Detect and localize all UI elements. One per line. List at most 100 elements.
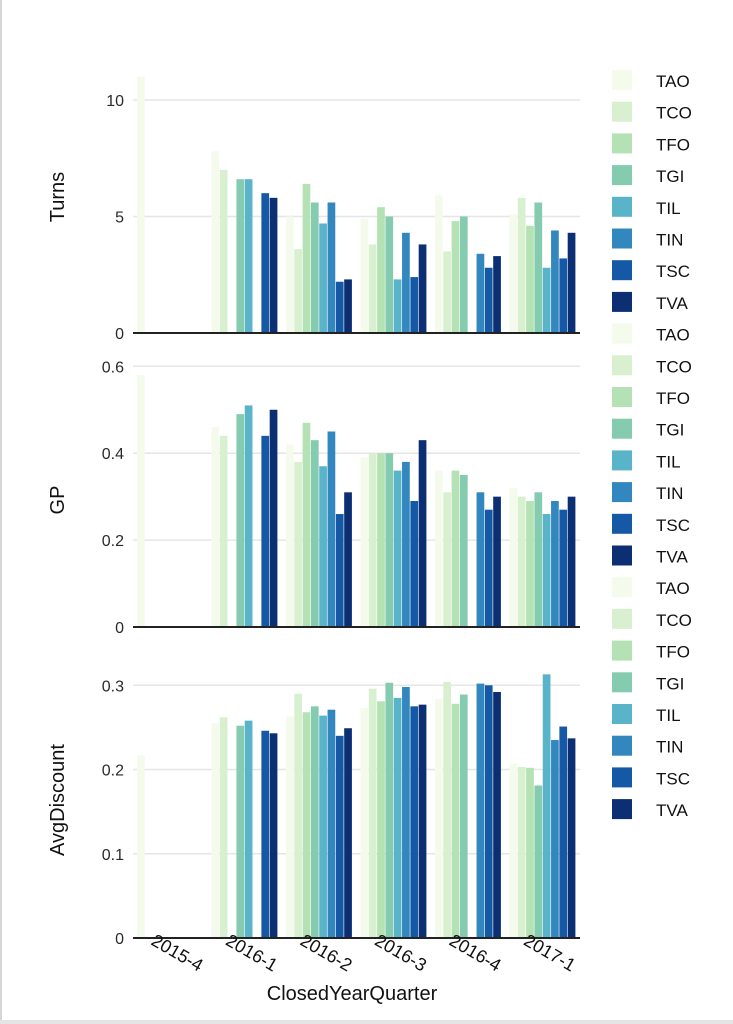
bar-tfo-2016-4[interactable] [451,470,460,627]
bar-tgi-2017-1[interactable] [534,492,543,627]
legend-item-tfo[interactable]: TFO [612,387,690,408]
bar-til-2016-2[interactable] [319,223,327,333]
bar-tgi-2016-3[interactable] [385,216,394,333]
bar-tco-2016-1[interactable] [219,435,228,627]
bar-tao-2017-1[interactable] [509,214,518,333]
bar-tva-2016-1[interactable] [269,197,278,333]
bar-tva-2016-2[interactable] [344,492,352,627]
bar-tao-2015-4[interactable] [137,755,145,938]
bar-tsc-2016-4[interactable] [484,509,493,627]
legend-item-tao[interactable]: TAO [612,323,690,345]
bar-tao-2015-4[interactable] [137,375,145,627]
bar-tin-2016-3[interactable] [402,686,410,938]
bar-tin-2016-3[interactable] [402,232,410,333]
bar-tfo-2016-4[interactable] [451,221,460,333]
bar-tsc-2016-2[interactable] [335,735,344,938]
bar-tgi-2016-1[interactable] [236,725,245,938]
legend-item-tao[interactable]: TAO [612,70,690,91]
bar-tgi-2016-1[interactable] [236,414,245,627]
legend-item-tin[interactable]: TIN [612,228,683,250]
legend-item-tva[interactable]: TVA [612,799,688,820]
bar-tco-2016-4[interactable] [443,492,452,627]
bar-tva-2016-4[interactable] [493,496,501,627]
bar-tsc-2016-2[interactable] [335,514,344,627]
bar-tgi-2016-1[interactable] [236,179,245,333]
legend-item-tco[interactable]: TCO [612,608,692,630]
legend-item-tco[interactable]: TCO [612,355,692,376]
bar-tao-2016-3[interactable] [360,218,369,333]
legend-item-tsc[interactable]: TSC [612,513,690,535]
bar-til-2017-1[interactable] [542,514,551,627]
bar-tva-2016-4[interactable] [493,256,501,333]
bar-tsc-2016-1[interactable] [261,730,270,938]
bar-til-2016-2[interactable] [319,466,327,627]
bar-tva-2016-3[interactable] [418,440,427,627]
bar-til-2017-1[interactable] [542,267,551,333]
bar-tco-2016-3[interactable] [368,453,377,627]
bar-tfo-2017-1[interactable] [526,225,534,333]
legend-item-tsc[interactable]: TSC [612,767,690,788]
bar-tfo-2016-4[interactable] [451,703,460,938]
bar-tao-2016-2[interactable] [286,216,294,333]
bar-til-2016-1[interactable] [244,179,253,333]
bar-tao-2015-4[interactable] [137,76,145,333]
legend[interactable]: TAO TCO TFO TGI TIL TIN TSC TVA TAO TCO TFO TGI TIL T… [612,70,692,820]
bar-tao-2016-3[interactable] [360,457,369,627]
bar-tsc-2016-4[interactable] [484,685,493,938]
bar-tgi-2016-4[interactable] [459,694,468,938]
bar-tco-2016-1[interactable] [219,717,228,938]
bar-tao-2016-1[interactable] [211,427,220,627]
bar-tsc-2016-3[interactable] [410,706,419,938]
bar-til-2016-3[interactable] [393,697,402,938]
legend-item-tsc[interactable]: TSC [612,260,690,281]
bar-tgi-2016-2[interactable] [310,440,319,627]
bar-tao-2016-2[interactable] [286,716,294,938]
legend-item-tin[interactable]: TIN [612,735,683,757]
bar-til-2016-1[interactable] [244,405,253,627]
bar-tgi-2016-2[interactable] [310,706,319,938]
bar-tao-2016-4[interactable] [435,195,443,333]
legend-item-til[interactable]: TIL [612,196,681,218]
bar-tco-2016-2[interactable] [294,693,303,938]
bar-tfo-2016-3[interactable] [377,701,385,938]
bar-tfo-2016-3[interactable] [377,453,385,627]
legend-item-tva[interactable]: TVA [612,291,688,313]
legend-item-tao[interactable]: TAO [612,577,690,598]
legend-item-til[interactable]: TIL [612,704,681,725]
bar-tfo-2017-1[interactable] [526,767,534,938]
bar-til-2017-1[interactable] [542,674,551,938]
bar-tco-2016-3[interactable] [368,688,377,938]
bar-tsc-2017-1[interactable] [559,509,568,627]
bar-tva-2016-1[interactable] [269,733,278,938]
legend-item-tfo[interactable]: TFO [612,640,690,662]
bar-tva-2017-1[interactable] [567,232,576,333]
bar-tco-2016-2[interactable] [294,249,303,333]
bar-tfo-2016-3[interactable] [377,207,385,333]
bar-tva-2016-3[interactable] [418,704,427,938]
bar-tco-2017-1[interactable] [517,766,526,938]
legend-item-til[interactable]: TIL [612,450,681,471]
bar-tva-2016-4[interactable] [493,692,501,938]
bar-tgi-2017-1[interactable] [534,202,543,334]
bar-tsc-2016-4[interactable] [484,267,493,333]
bar-tin-2017-1[interactable] [551,740,559,938]
bar-tgi-2016-4[interactable] [459,216,468,333]
legend-item-tin[interactable]: TIN [612,482,683,503]
bar-tco-2016-4[interactable] [443,681,452,938]
bar-til-2016-3[interactable] [393,279,402,333]
legend-item-tgi[interactable]: TGI [612,672,684,693]
bar-tva-2017-1[interactable] [567,738,576,938]
bar-tco-2016-1[interactable] [219,169,228,334]
bar-tin-2016-2[interactable] [327,709,336,938]
bar-tin-2017-1[interactable] [551,230,559,333]
bar-tgi-2016-4[interactable] [459,474,468,627]
legend-item-tva[interactable]: TVA [612,545,688,567]
bar-tgi-2016-3[interactable] [385,453,394,627]
bar-tin-2017-1[interactable] [551,501,559,627]
bar-tao-2016-1[interactable] [211,723,220,938]
bar-til-2016-3[interactable] [393,470,402,627]
bar-til-2016-2[interactable] [319,715,327,938]
bar-tsc-2016-3[interactable] [410,501,419,627]
bar-tao-2016-4[interactable] [435,470,443,627]
bar-tfo-2017-1[interactable] [526,501,534,627]
